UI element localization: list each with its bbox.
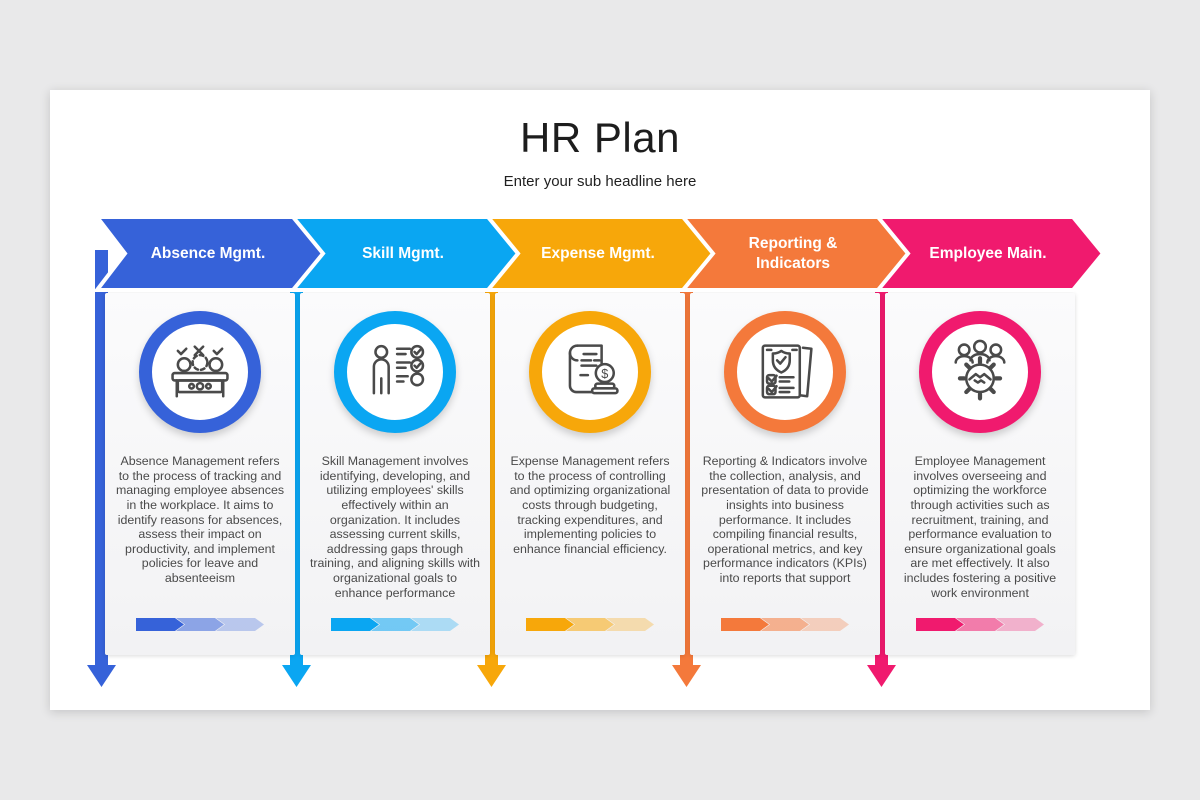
- vertical-stripe: [290, 250, 303, 665]
- page-title: HR Plan: [520, 114, 680, 161]
- mini-arrow-segment: [801, 618, 849, 631]
- down-arrow-icon: [672, 665, 701, 687]
- mini-arrow-segment: [136, 618, 184, 631]
- mini-progress-arrows: [721, 618, 849, 631]
- mini-progress-arrows: [136, 618, 264, 631]
- mini-arrow-segment: [331, 618, 379, 631]
- mini-arrow-segment: [566, 618, 614, 631]
- stage-card: Skill Management involves identifying, d…: [300, 293, 490, 655]
- icon-ring: [334, 311, 456, 433]
- stage-banner: Expense Mgmt.: [482, 215, 716, 292]
- stage-card: $ Expense Management refers to the proce…: [495, 293, 685, 655]
- mini-progress-arrows: [526, 618, 654, 631]
- vertical-stripe: [875, 250, 888, 665]
- stage-description: Skill Management involves identifying, d…: [309, 454, 481, 600]
- stage-banner-label: Employee Main.: [929, 244, 1047, 262]
- mini-arrow-segment: [916, 618, 964, 631]
- mini-arrow-segment: [761, 618, 809, 631]
- stage-description: Expense Management refers to the process…: [509, 454, 671, 556]
- stage-card: Reporting & Indicators involve the colle…: [690, 293, 880, 655]
- stage-banner: Absence Mgmt.: [92, 215, 326, 292]
- stage-banner: Skill Mgmt.: [287, 215, 521, 292]
- stage-description: Absence Management refers to the process…: [115, 454, 285, 585]
- absence-meeting-table-icon: [171, 345, 229, 398]
- person-checklist-icon: [372, 344, 425, 395]
- svg-text:$: $: [601, 367, 608, 381]
- stage-banner-label: Skill Mgmt.: [362, 244, 444, 262]
- icon-ring: [724, 311, 846, 433]
- vertical-stripe: [95, 250, 108, 665]
- vertical-stripe: [485, 250, 498, 665]
- stage-banner: Employee Main.: [872, 215, 1106, 292]
- mini-arrow-segment: [606, 618, 654, 631]
- slide-canvas: HR Plan Enter your sub headline here Abs…: [50, 90, 1150, 710]
- mini-arrow-segment: [411, 618, 459, 631]
- mini-arrow-segment: [176, 618, 224, 631]
- mini-arrow-segment: [216, 618, 264, 631]
- stage-banner-label: Reporting & Indicators: [748, 235, 838, 272]
- stage-description: Reporting & Indicators involve the colle…: [701, 454, 869, 585]
- icon-ring: [139, 311, 261, 433]
- team-gear-handshake-icon: [954, 339, 1006, 401]
- stage-banner-label: Expense Mgmt.: [541, 244, 655, 262]
- stage-card: Absence Management refers to the process…: [105, 293, 295, 655]
- page-subtitle: Enter your sub headline here: [503, 173, 697, 190]
- report-shield-checklist-icon: [761, 344, 813, 399]
- mini-arrow-segment: [526, 618, 574, 631]
- vertical-stripe: [680, 250, 693, 665]
- down-arrow-icon: [87, 665, 116, 687]
- mini-arrow-segment: [371, 618, 419, 631]
- icon-ring: $: [529, 311, 651, 433]
- mini-progress-arrows: [331, 618, 459, 631]
- mini-arrow-segment: [996, 618, 1044, 631]
- icon-ring: [919, 311, 1041, 433]
- stage-banner-label: Absence Mgmt.: [150, 244, 266, 262]
- stage-description: Employee Management involves overseeing …: [903, 454, 1057, 600]
- mini-arrow-segment: [956, 618, 1004, 631]
- mini-progress-arrows: [916, 618, 1044, 631]
- down-arrow-icon: [867, 665, 896, 687]
- stage-card: Employee Management involves overseeing …: [885, 293, 1075, 655]
- mini-arrow-segment: [721, 618, 769, 631]
- down-arrow-icon: [477, 665, 506, 687]
- stage-banner: Reporting & Indicators: [677, 215, 911, 292]
- down-arrow-icon: [282, 665, 311, 687]
- receipt-dollar-icon: $: [568, 344, 619, 395]
